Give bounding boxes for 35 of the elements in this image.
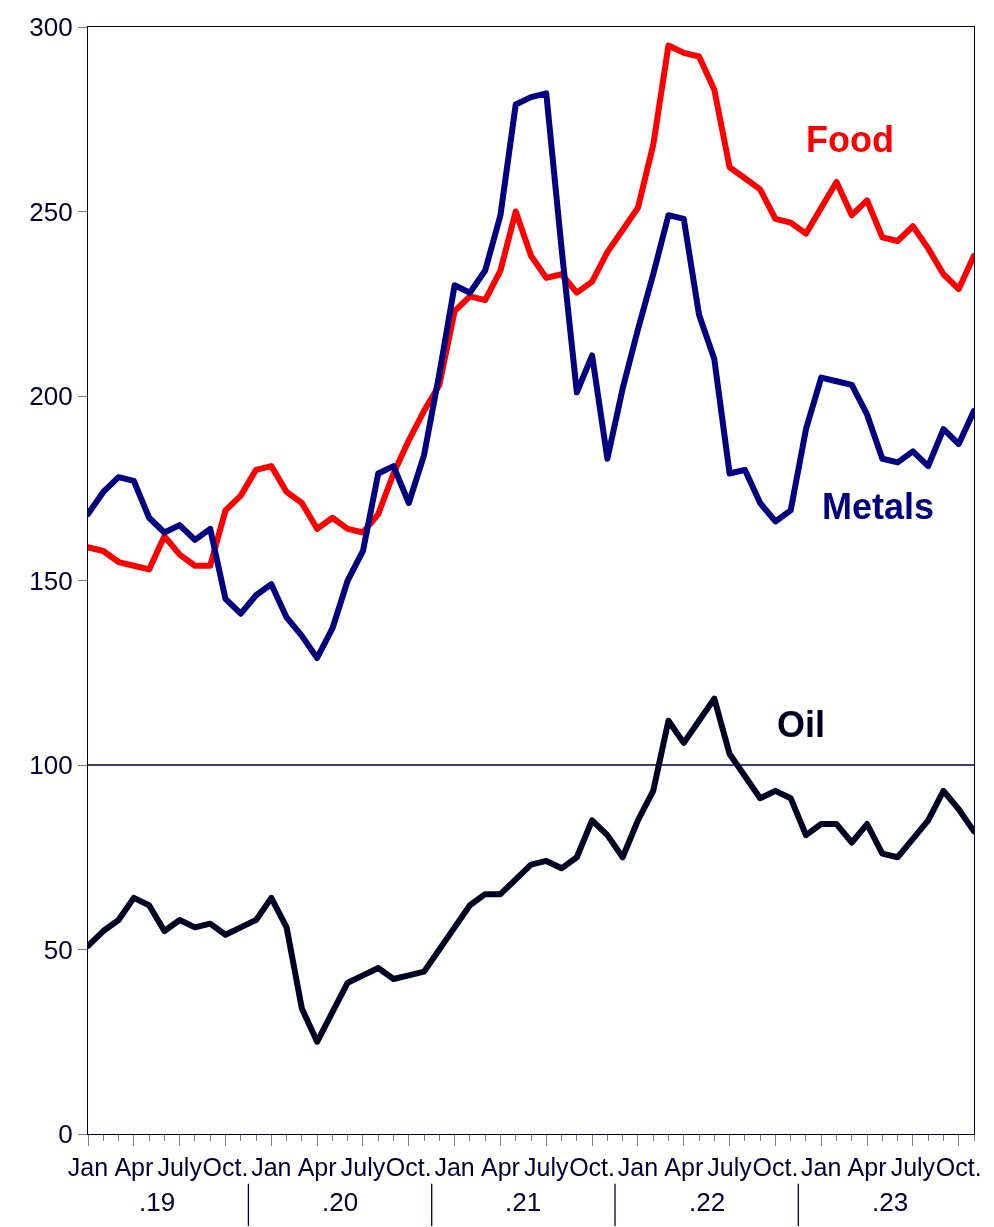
x-tick-label: Jan <box>251 1153 292 1182</box>
y-tick-label: 200 <box>29 381 73 412</box>
x-tick-label: Apr <box>481 1153 520 1182</box>
x-tick-label: July <box>524 1153 569 1182</box>
x-tick-label: July <box>157 1153 203 1182</box>
y-tick-label: 250 <box>29 196 73 227</box>
series-label: Oil <box>777 704 826 745</box>
y-tick-label: 0 <box>58 1119 73 1150</box>
x-tick-label: Oct. <box>935 1153 982 1182</box>
x-tick-label: Apr <box>847 1153 887 1182</box>
series-label: Metals <box>822 486 935 527</box>
x-tick-label: Apr <box>297 1153 337 1182</box>
x-tick-label: July <box>707 1153 753 1182</box>
text: .21 <box>505 1187 542 1217</box>
x-tick-label: Jan <box>434 1153 475 1182</box>
x-tick-label: July <box>890 1153 936 1182</box>
y-tick-label: 150 <box>29 565 73 596</box>
x-tick-label: Apr <box>114 1153 154 1182</box>
x-tick-label: July <box>340 1153 386 1182</box>
text: .19 <box>139 1187 176 1217</box>
series-label: Food <box>806 119 894 160</box>
y-tick-label: 50 <box>43 934 73 965</box>
x-tick-label: Oct. <box>385 1153 432 1182</box>
text: .23 <box>872 1187 909 1217</box>
x-tick-label: Jan <box>67 1153 109 1182</box>
x-tick-label: Jan <box>801 1153 842 1182</box>
y-tick-label: 100 <box>29 750 73 781</box>
text: .22 <box>689 1187 726 1217</box>
x-tick-label: Apr <box>664 1153 704 1182</box>
x-tick-label: Oct. <box>569 1153 616 1182</box>
x-tick-label: Oct. <box>202 1153 249 1182</box>
x-tick-label: Oct. <box>752 1153 799 1182</box>
y-tick-label: 300 <box>29 12 73 43</box>
text: .20 <box>322 1187 359 1217</box>
x-tick-label: Jan <box>617 1153 659 1182</box>
